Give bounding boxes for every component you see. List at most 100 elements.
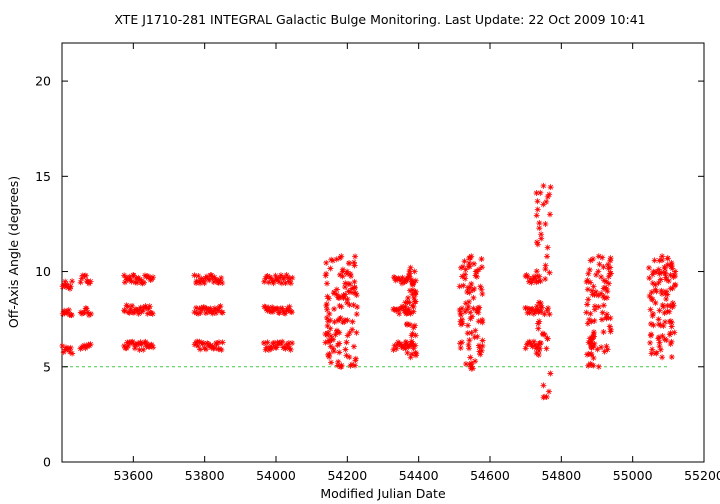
data-point (590, 283, 597, 290)
data-point (605, 273, 612, 280)
data-point (587, 310, 594, 317)
data-point (274, 275, 281, 282)
data-point (588, 318, 595, 325)
data-point (604, 346, 611, 353)
data-point (656, 270, 663, 277)
data-point (603, 294, 610, 301)
data-point (400, 304, 407, 311)
data-point (61, 281, 68, 288)
data-point (211, 305, 218, 312)
data-point (134, 340, 141, 347)
data-point (658, 269, 665, 276)
data-point (657, 322, 664, 329)
data-point (397, 341, 404, 348)
data-point (648, 320, 655, 327)
data-point (587, 360, 594, 367)
data-point (281, 274, 288, 281)
data-point (59, 283, 66, 290)
data-point (272, 272, 279, 279)
data-point (591, 303, 598, 310)
data-point (347, 270, 354, 277)
data-point (605, 261, 612, 268)
data-point (133, 342, 140, 349)
data-point (460, 263, 467, 270)
data-point (650, 310, 657, 317)
data-point (661, 336, 668, 343)
data-point (459, 316, 466, 323)
data-point (646, 275, 653, 282)
data-point (216, 339, 223, 346)
x-tick-label: 53600 (113, 468, 153, 483)
data-point (342, 284, 349, 291)
data-point (535, 309, 542, 316)
y-axis-label: Off-Axis Angle (degrees) (6, 176, 21, 328)
data-point (534, 306, 541, 313)
data-point (598, 290, 605, 297)
data-point (544, 307, 551, 314)
data-point (198, 275, 205, 282)
data-point (540, 201, 547, 208)
data-point (265, 304, 272, 311)
data-point (346, 281, 353, 288)
data-point (327, 343, 334, 350)
data-point (354, 303, 361, 310)
data-point (337, 314, 344, 321)
data-point (650, 322, 657, 329)
data-point (412, 342, 419, 349)
data-point (476, 348, 483, 355)
data-point (66, 285, 73, 292)
data-point (601, 348, 608, 355)
data-point (343, 339, 350, 346)
data-point (411, 295, 418, 302)
data-point (144, 340, 151, 347)
data-point (134, 279, 141, 286)
data-point (408, 342, 415, 349)
data-point (655, 321, 662, 328)
data-point (326, 310, 333, 317)
data-point (606, 323, 613, 330)
data-point (132, 345, 139, 352)
data-point (664, 291, 671, 298)
data-point (86, 312, 93, 319)
data-point (465, 341, 472, 348)
data-point (349, 326, 356, 333)
data-point (470, 260, 477, 267)
data-point (350, 343, 357, 350)
data-point (536, 220, 543, 227)
data-point (537, 189, 544, 196)
data-point (591, 340, 598, 347)
data-point (465, 303, 472, 310)
data-point (271, 339, 278, 346)
data-point (668, 353, 675, 360)
data-point (467, 354, 474, 361)
data-point (459, 273, 466, 280)
data-point (540, 331, 547, 338)
data-point (324, 293, 331, 300)
data-point (411, 298, 418, 305)
data-point (333, 286, 340, 293)
data-point (647, 306, 654, 313)
data-point (535, 320, 542, 327)
data-point (333, 327, 340, 334)
data-point (352, 253, 359, 260)
data-point (408, 351, 415, 358)
data-point (326, 353, 333, 360)
data-point (546, 191, 553, 198)
data-point (193, 279, 200, 286)
data-point (407, 310, 414, 317)
data-point (399, 274, 406, 281)
data-point (340, 293, 347, 300)
data-point (461, 258, 468, 265)
data-point (540, 182, 547, 189)
data-point (81, 342, 88, 349)
data-point (544, 193, 551, 200)
data-point (537, 278, 544, 285)
data-point (125, 342, 132, 349)
data-point (352, 290, 359, 297)
data-point (522, 345, 529, 352)
data-point (655, 334, 662, 341)
data-point (326, 350, 333, 357)
data-point (218, 346, 225, 353)
data-point (336, 329, 343, 336)
